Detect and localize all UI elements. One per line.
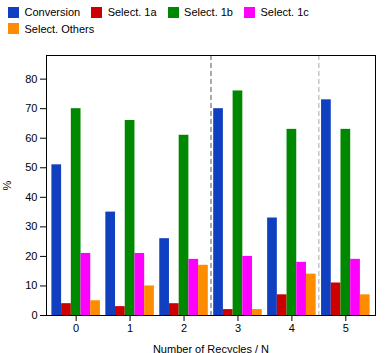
svg-text:70: 70 [25, 102, 37, 114]
svg-text:%: % [1, 180, 13, 190]
svg-text:Number of Recycles / N: Number of Recycles / N [153, 342, 269, 353]
html-text:Select. 1a: Select. 1a [107, 6, 157, 19]
svg-text:80: 80 [25, 72, 37, 84]
svg-text:10: 10 [25, 279, 37, 291]
svg-text:40: 40 [25, 190, 37, 202]
svg-text:50: 50 [25, 161, 37, 173]
svg-text:20: 20 [25, 249, 37, 261]
html-text:Select. Others: Select. Others [24, 22, 95, 35]
svg-text:60: 60 [25, 131, 37, 143]
html-text:Conversion: Conversion [24, 6, 81, 19]
svg-text:0: 0 [31, 309, 37, 321]
svg-text:0: 0 [73, 322, 79, 334]
svg-text:30: 30 [25, 220, 37, 232]
svg-text:3: 3 [235, 322, 241, 334]
svg-text:4: 4 [289, 322, 295, 334]
svg-text:5: 5 [343, 322, 349, 334]
svg-text:2: 2 [181, 322, 187, 334]
html-text:Select. 1c: Select. 1c [260, 6, 309, 19]
svg-text:1: 1 [127, 322, 133, 334]
html-text:Select. 1b: Select. 1b [184, 6, 233, 19]
